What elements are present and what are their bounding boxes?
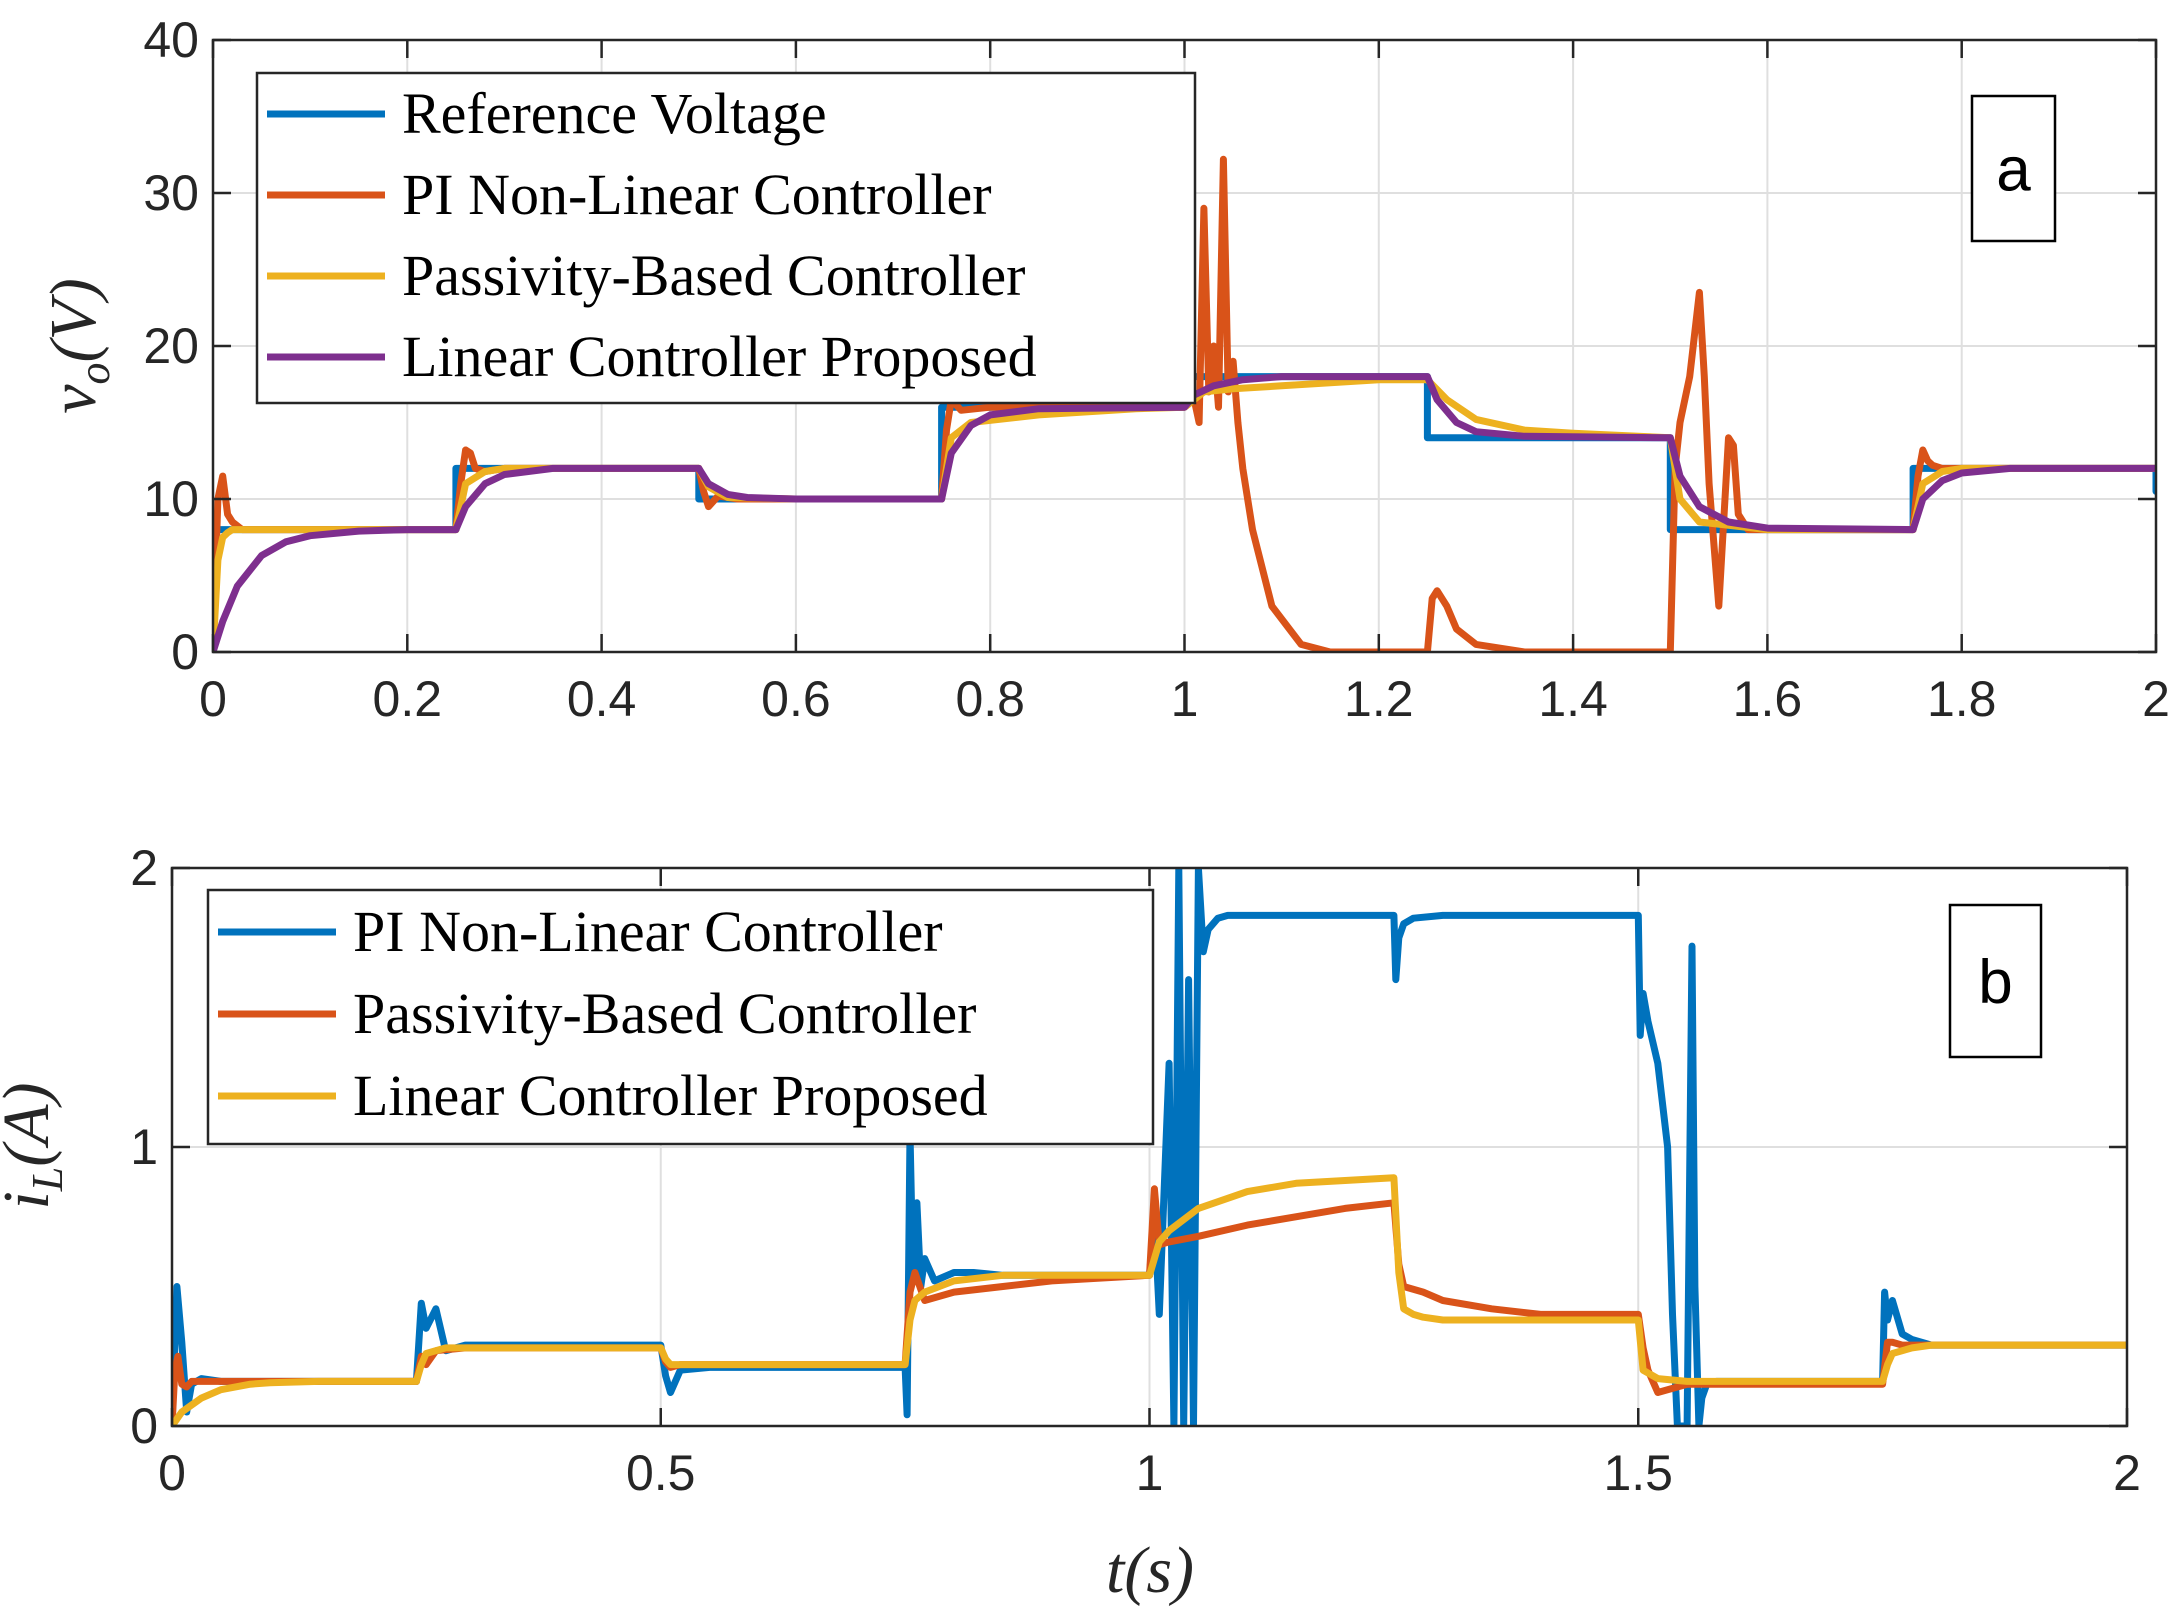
x-axis-label: t(s) — [1106, 1534, 1194, 1607]
x-tick-label: 0.2 — [373, 671, 443, 727]
x-tick-label: 1.8 — [1927, 671, 1997, 727]
x-tick-label: 0 — [199, 671, 227, 727]
x-tick-label: 1 — [1136, 1445, 1164, 1501]
y-axis-label: vo(V) — [37, 278, 119, 414]
y-tick-label: 10 — [143, 471, 199, 527]
y-tick-label: 2 — [130, 840, 158, 896]
x-tick-label: 1.2 — [1344, 671, 1414, 727]
y-tick-label: 0 — [130, 1398, 158, 1454]
y-tick-label: 40 — [143, 12, 199, 68]
panel-tag-label: b — [1978, 948, 2012, 1017]
x-tick-label: 2 — [2113, 1445, 2141, 1501]
chart-panel-a: 0 0.2 0.4 0.6 0.8 1 1.2 1.4 1.6 1.8 2010203040Refe… — [37, 12, 2170, 727]
x-tick-label: 2 — [2142, 671, 2170, 727]
legend-label-1: Passivity-Based Controller — [353, 981, 976, 1046]
series-line-2 — [172, 1174, 2127, 1426]
legend-label-3: Linear Controller Proposed — [402, 324, 1037, 389]
x-tick-label: 1 — [1171, 671, 1199, 727]
y-tick-label: 20 — [143, 318, 199, 374]
legend-box — [206, 888, 1155, 1146]
legend-label-0: PI Non-Linear Controller — [353, 899, 943, 964]
x-tick-label: 0 — [158, 1445, 186, 1501]
panel-tag-box — [1970, 94, 2057, 243]
x-tick-label: 1.5 — [1603, 1445, 1673, 1501]
legend: Reference Voltage PI Non-Linear Controlle… — [255, 71, 1197, 405]
panel-tag-label: a — [1996, 136, 2031, 205]
y-tick-label: 30 — [143, 165, 199, 221]
y-tick-label: 1 — [130, 1119, 158, 1175]
x-tick-label: 0.6 — [761, 671, 831, 727]
x-tick-label: 1.4 — [1538, 671, 1608, 727]
legend-label-2: Linear Controller Proposed — [353, 1063, 988, 1128]
series-group — [172, 868, 2127, 1426]
series-line-1 — [213, 155, 2156, 652]
x-tick-label: 1.6 — [1733, 671, 1803, 727]
series-line-3 — [213, 373, 2156, 652]
chart-panel-b: 0 0.5 1 1.5 2 0 1 2 PI Non-Linear Controller Pass… — [0, 840, 2141, 1607]
x-tick-label: 0.5 — [626, 1445, 696, 1501]
legend-label-1: PI Non-Linear Controller — [402, 162, 992, 227]
legend-label-2: Passivity-Based Controller — [402, 243, 1025, 308]
x-tick-label: 0.4 — [567, 671, 637, 727]
legend-box — [255, 71, 1197, 405]
legend-label-0: Reference Voltage — [402, 81, 827, 146]
y-axis-label: iL(A) — [0, 1082, 72, 1209]
legend: PI Non-Linear Controller Passivity-Based … — [206, 888, 1155, 1146]
panel-tag-box — [1948, 903, 2043, 1059]
y-tick-label: 0 — [171, 624, 199, 680]
x-tick-label: 0.8 — [955, 671, 1025, 727]
